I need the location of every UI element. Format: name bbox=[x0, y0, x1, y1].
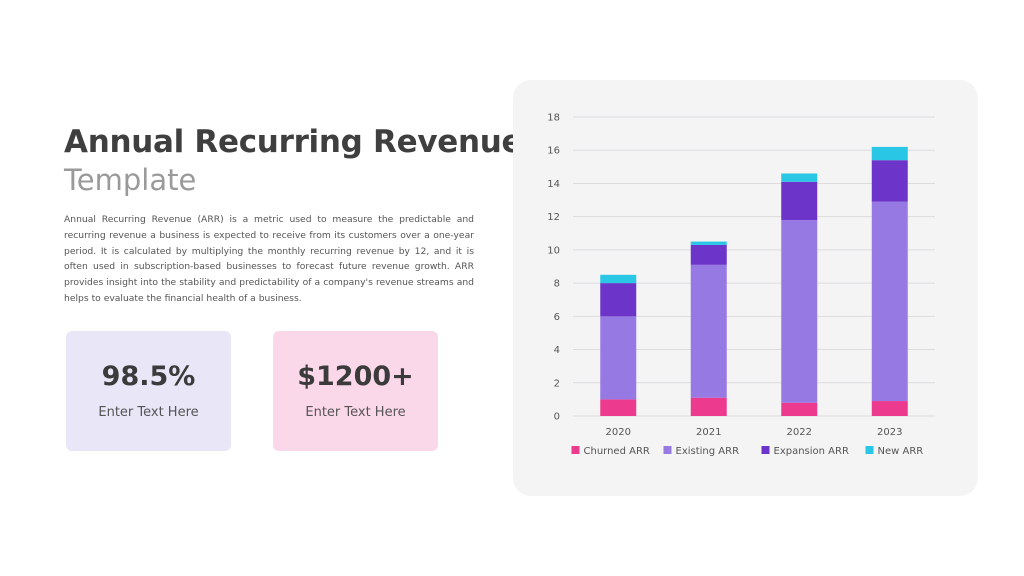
y-tick-label: 6 bbox=[554, 312, 560, 323]
y-tick-label: 14 bbox=[547, 179, 560, 190]
y-tick-label: 12 bbox=[547, 212, 560, 223]
stat-card-retention: 98.5% Enter Text Here bbox=[66, 331, 231, 451]
description-text: Annual Recurring Revenue (ARR) is a metr… bbox=[64, 214, 474, 304]
y-tick-label: 16 bbox=[547, 146, 560, 157]
bar-segment bbox=[600, 283, 637, 317]
stacked-bar-chart: 0 2 4 6 8 10 12 14 16 18 2020 2021 2022 2023 Churned A… bbox=[547, 113, 935, 457]
x-tick-label: 2023 bbox=[877, 427, 902, 438]
x-tick-label: 2020 bbox=[606, 427, 631, 438]
legend-label: New ARR bbox=[878, 446, 924, 457]
x-tick-label: 2022 bbox=[787, 427, 812, 438]
bar-segment bbox=[690, 397, 727, 416]
y-tick-label: 4 bbox=[554, 345, 560, 356]
bar-segment bbox=[781, 181, 818, 220]
bar-segment bbox=[600, 399, 637, 416]
stat-value: $1200+ bbox=[297, 361, 414, 392]
bar-segment bbox=[600, 316, 637, 400]
stat-label: Enter Text Here bbox=[98, 405, 199, 420]
page-subtitle: Template bbox=[64, 163, 197, 197]
bar-segment bbox=[690, 264, 727, 398]
bar-segment bbox=[690, 244, 727, 265]
bar-segment bbox=[871, 201, 908, 402]
stat-value: 98.5% bbox=[101, 361, 196, 392]
y-tick-label: 8 bbox=[554, 279, 560, 290]
bar-segment bbox=[781, 173, 818, 182]
y-tick-label: 10 bbox=[547, 245, 560, 256]
legend-swatch bbox=[571, 446, 580, 454]
bar-segment bbox=[871, 160, 908, 202]
bar-segment bbox=[781, 402, 818, 416]
legend-swatch bbox=[761, 446, 770, 454]
bar-segment bbox=[781, 219, 818, 403]
y-tick-label: 2 bbox=[554, 378, 560, 389]
y-tick-label: 18 bbox=[547, 113, 560, 124]
y-tick-label: 0 bbox=[554, 412, 560, 423]
page-title: Annual Recurring Revenue bbox=[64, 124, 523, 160]
bar-segment bbox=[871, 401, 908, 416]
chart-panel: 0 2 4 6 8 10 12 14 16 18 2020 2021 2022 2023 Churned A… bbox=[513, 80, 978, 496]
legend-swatch bbox=[663, 446, 672, 454]
stat-label: Enter Text Here bbox=[305, 405, 406, 420]
legend-swatch bbox=[865, 446, 874, 454]
x-tick-label: 2021 bbox=[696, 427, 721, 438]
legend-label: Existing ARR bbox=[676, 446, 740, 457]
bar-segment bbox=[690, 241, 727, 245]
bar-segment bbox=[600, 274, 637, 284]
stat-card-revenue: $1200+ Enter Text Here bbox=[273, 331, 438, 451]
legend-label: Churned ARR bbox=[584, 446, 650, 457]
legend-label: Expansion ARR bbox=[774, 446, 849, 457]
bar-segment bbox=[871, 146, 908, 161]
